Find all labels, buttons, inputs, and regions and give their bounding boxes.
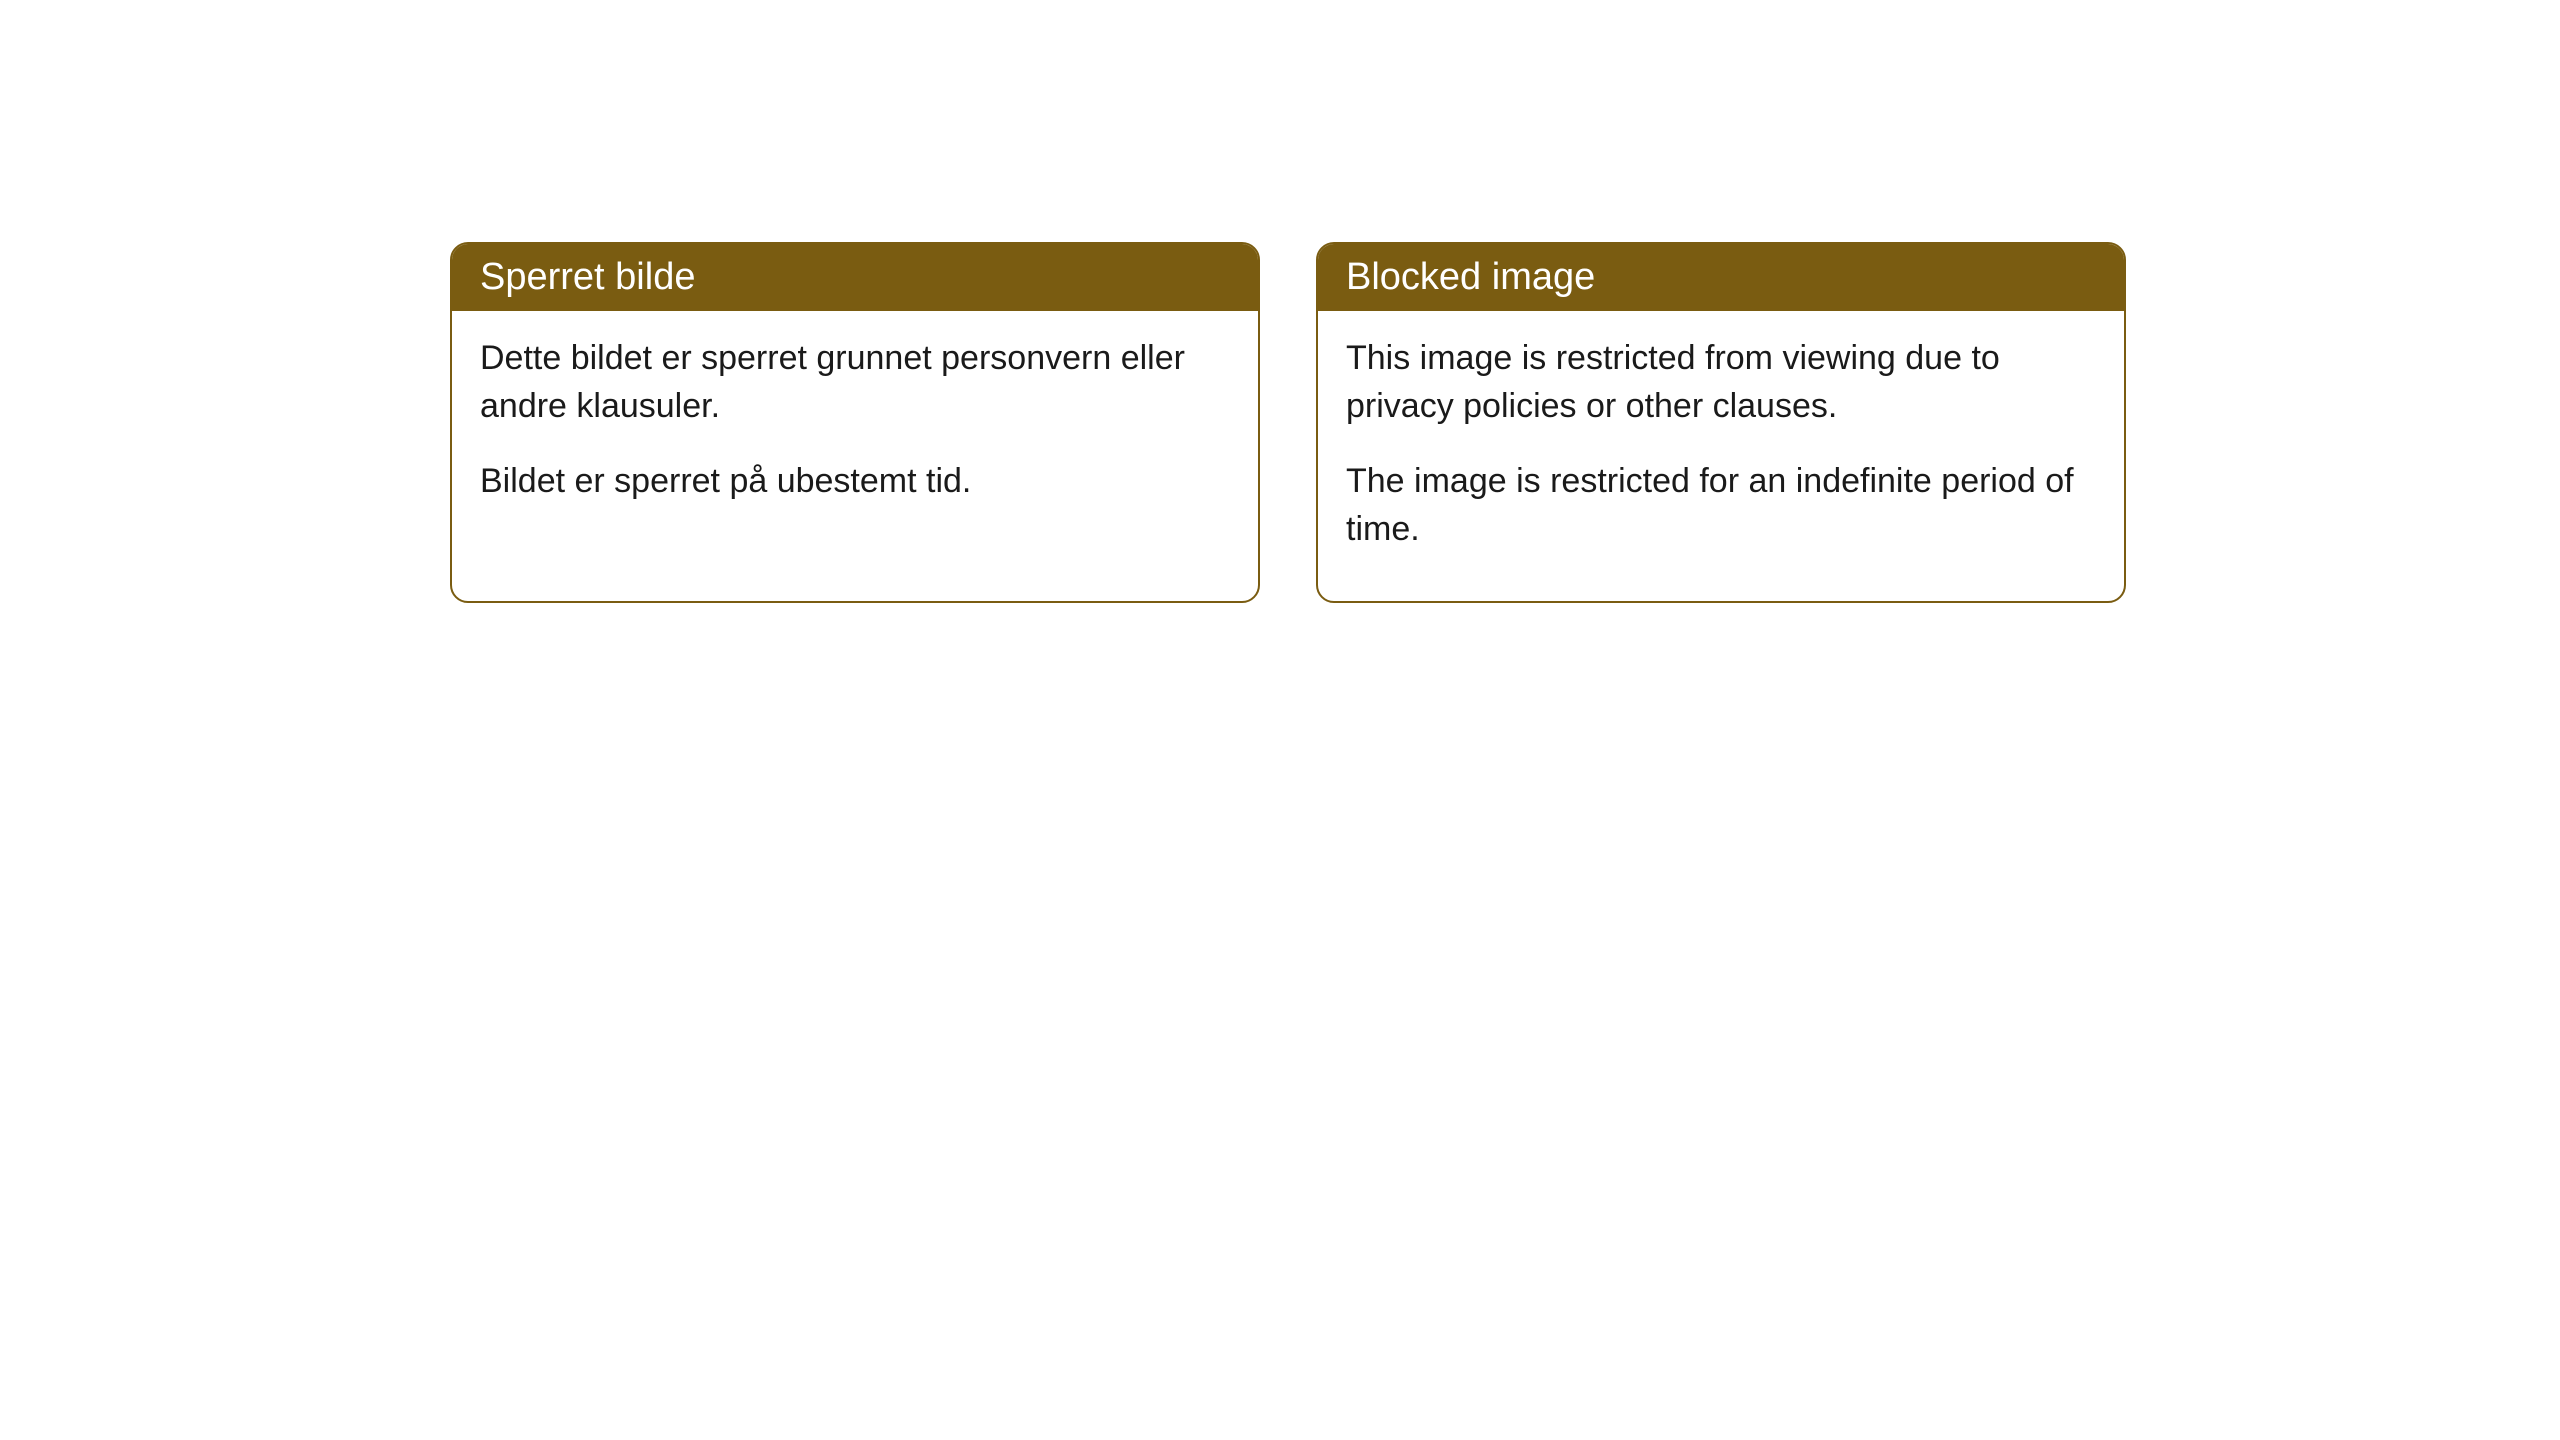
card-paragraph: The image is restricted for an indefinit…: [1346, 458, 2096, 553]
card-header-norwegian: Sperret bilde: [452, 244, 1258, 311]
card-header-english: Blocked image: [1318, 244, 2124, 311]
card-paragraph: Bildet er sperret på ubestemt tid.: [480, 458, 1230, 506]
card-paragraph: This image is restricted from viewing du…: [1346, 335, 2096, 430]
notice-card-norwegian: Sperret bilde Dette bildet er sperret gr…: [450, 242, 1260, 603]
card-title: Blocked image: [1346, 256, 1595, 298]
card-paragraph: Dette bildet er sperret grunnet personve…: [480, 335, 1230, 430]
card-body-english: This image is restricted from viewing du…: [1318, 311, 2124, 601]
notice-container: Sperret bilde Dette bildet er sperret gr…: [450, 242, 2126, 603]
notice-card-english: Blocked image This image is restricted f…: [1316, 242, 2126, 603]
card-title: Sperret bilde: [480, 256, 695, 298]
card-body-norwegian: Dette bildet er sperret grunnet personve…: [452, 311, 1258, 554]
